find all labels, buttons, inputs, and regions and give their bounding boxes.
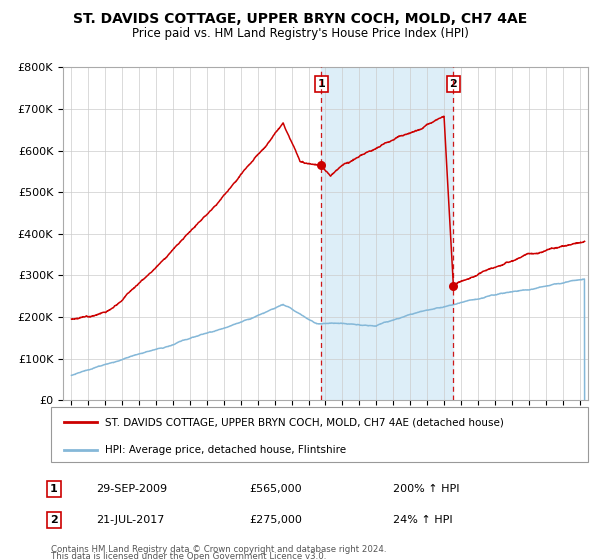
Text: This data is licensed under the Open Government Licence v3.0.: This data is licensed under the Open Gov… bbox=[51, 552, 326, 560]
Text: £565,000: £565,000 bbox=[249, 484, 302, 494]
Text: ST. DAVIDS COTTAGE, UPPER BRYN COCH, MOLD, CH7 4AE (detached house): ST. DAVIDS COTTAGE, UPPER BRYN COCH, MOL… bbox=[105, 418, 503, 427]
Text: 29-SEP-2009: 29-SEP-2009 bbox=[96, 484, 167, 494]
Text: 1: 1 bbox=[317, 79, 325, 89]
Text: Contains HM Land Registry data © Crown copyright and database right 2024.: Contains HM Land Registry data © Crown c… bbox=[51, 545, 386, 554]
Bar bbox=[321, 67, 454, 400]
Text: 1: 1 bbox=[50, 484, 58, 494]
Text: ST. DAVIDS COTTAGE, UPPER BRYN COCH, MOLD, CH7 4AE: ST. DAVIDS COTTAGE, UPPER BRYN COCH, MOL… bbox=[73, 12, 527, 26]
Text: 21-JUL-2017: 21-JUL-2017 bbox=[96, 515, 164, 525]
Text: 24% ↑ HPI: 24% ↑ HPI bbox=[393, 515, 452, 525]
Text: 2: 2 bbox=[50, 515, 58, 525]
Text: 200% ↑ HPI: 200% ↑ HPI bbox=[393, 484, 460, 494]
FancyBboxPatch shape bbox=[51, 407, 588, 462]
Text: HPI: Average price, detached house, Flintshire: HPI: Average price, detached house, Flin… bbox=[105, 445, 346, 455]
Text: 2: 2 bbox=[449, 79, 457, 89]
Text: Price paid vs. HM Land Registry's House Price Index (HPI): Price paid vs. HM Land Registry's House … bbox=[131, 27, 469, 40]
Text: £275,000: £275,000 bbox=[249, 515, 302, 525]
